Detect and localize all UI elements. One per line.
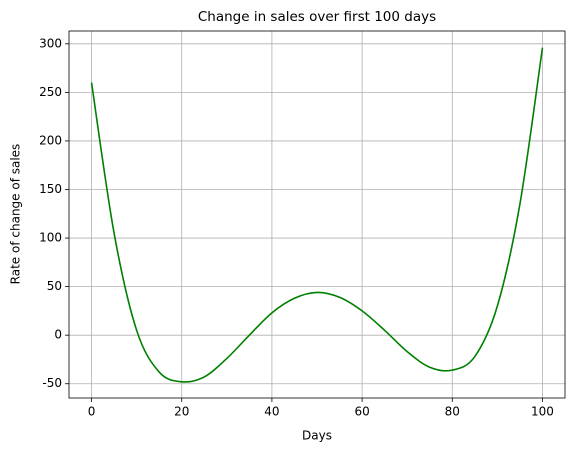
x-tick-label: 0	[88, 405, 96, 419]
y-tick-label: 250	[39, 85, 62, 99]
y-axis-label: Rate of change of sales	[9, 144, 23, 285]
y-tick-label: 200	[39, 133, 62, 147]
x-tick-label: 100	[531, 405, 554, 419]
y-tick-label: -50	[42, 376, 62, 390]
y-tick-label: 0	[54, 328, 62, 342]
y-tick-label: 300	[39, 36, 62, 50]
y-tick-label: 150	[39, 182, 62, 196]
y-tick-label: 50	[47, 279, 62, 293]
x-tick-label: 60	[354, 405, 369, 419]
plot-frame	[68, 30, 566, 399]
x-tick-label: 20	[174, 405, 189, 419]
y-tick-label: 100	[39, 231, 62, 245]
data-line	[90, 47, 544, 383]
chart-title: Change in sales over first 100 days	[198, 9, 436, 25]
x-tick-label: 40	[264, 405, 279, 419]
x-tick-label: 80	[445, 405, 460, 419]
x-axis-label: Days	[302, 429, 332, 443]
